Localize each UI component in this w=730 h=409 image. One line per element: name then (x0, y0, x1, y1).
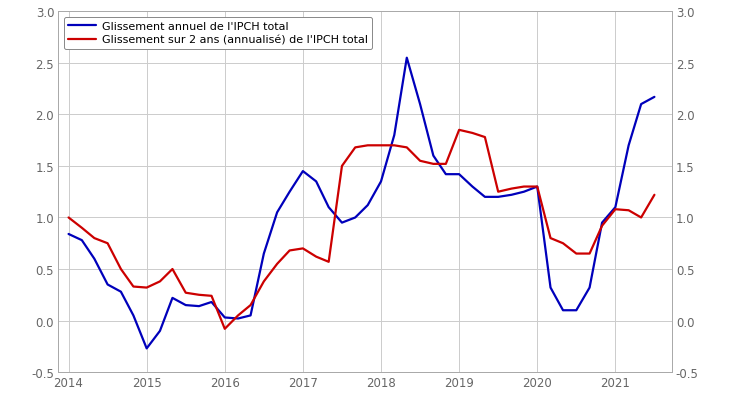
Glissement annuel de l'IPCH total (442, 172, 450, 177)
Glissement annuel de l'IPCH total (415, 102, 424, 107)
Glissement annuel de l'IPCH total (402, 56, 411, 61)
Glissement annuel de l'IPCH total (155, 328, 164, 333)
Glissement annuel de l'IPCH total (572, 308, 580, 313)
Glissement sur 2 ans (annualisé) de l'IPCH total (637, 216, 645, 220)
Glissement annuel de l'IPCH total (220, 315, 229, 320)
Glissement annuel de l'IPCH total (312, 180, 320, 184)
Glissement sur 2 ans (annualisé) de l'IPCH total (402, 146, 411, 151)
Glissement sur 2 ans (annualisé) de l'IPCH total (429, 162, 438, 167)
Glissement annuel de l'IPCH total (90, 256, 99, 261)
Glissement sur 2 ans (annualisé) de l'IPCH total (546, 236, 555, 241)
Glissement sur 2 ans (annualisé) de l'IPCH total (585, 252, 594, 256)
Glissement sur 2 ans (annualisé) de l'IPCH total (117, 267, 126, 272)
Line: Glissement sur 2 ans (annualisé) de l'IPCH total: Glissement sur 2 ans (annualisé) de l'IP… (69, 130, 654, 329)
Glissement sur 2 ans (annualisé) de l'IPCH total (77, 226, 86, 231)
Glissement annuel de l'IPCH total (337, 220, 346, 225)
Glissement annuel de l'IPCH total (507, 193, 516, 198)
Glissement annuel de l'IPCH total (390, 133, 399, 138)
Glissement annuel de l'IPCH total (64, 232, 73, 237)
Glissement sur 2 ans (annualisé) de l'IPCH total (220, 326, 229, 331)
Glissement sur 2 ans (annualisé) de l'IPCH total (455, 128, 464, 133)
Glissement annuel de l'IPCH total (624, 144, 633, 148)
Glissement sur 2 ans (annualisé) de l'IPCH total (246, 303, 255, 308)
Glissement annuel de l'IPCH total (558, 308, 567, 313)
Glissement annuel de l'IPCH total (181, 303, 190, 308)
Glissement annuel de l'IPCH total (195, 304, 204, 309)
Glissement annuel de l'IPCH total (273, 210, 282, 215)
Glissement annuel de l'IPCH total (480, 195, 489, 200)
Glissement sur 2 ans (annualisé) de l'IPCH total (273, 262, 282, 267)
Glissement annuel de l'IPCH total (351, 216, 360, 220)
Glissement annuel de l'IPCH total (103, 282, 112, 287)
Glissement annuel de l'IPCH total (168, 296, 177, 301)
Glissement annuel de l'IPCH total (246, 313, 255, 318)
Glissement sur 2 ans (annualisé) de l'IPCH total (442, 162, 450, 167)
Glissement sur 2 ans (annualisé) de l'IPCH total (155, 279, 164, 284)
Glissement annuel de l'IPCH total (533, 184, 542, 189)
Glissement sur 2 ans (annualisé) de l'IPCH total (351, 146, 360, 151)
Glissement sur 2 ans (annualisé) de l'IPCH total (480, 135, 489, 140)
Glissement annuel de l'IPCH total (650, 95, 658, 100)
Glissement annuel de l'IPCH total (493, 195, 502, 200)
Glissement sur 2 ans (annualisé) de l'IPCH total (493, 190, 502, 195)
Glissement sur 2 ans (annualisé) de l'IPCH total (377, 144, 385, 148)
Glissement sur 2 ans (annualisé) de l'IPCH total (558, 241, 567, 246)
Glissement annuel de l'IPCH total (585, 285, 594, 290)
Glissement sur 2 ans (annualisé) de l'IPCH total (64, 216, 73, 220)
Glissement sur 2 ans (annualisé) de l'IPCH total (337, 164, 346, 169)
Glissement sur 2 ans (annualisé) de l'IPCH total (90, 236, 99, 241)
Glissement annuel de l'IPCH total (259, 252, 268, 256)
Glissement annuel de l'IPCH total (611, 205, 620, 210)
Glissement sur 2 ans (annualisé) de l'IPCH total (142, 285, 151, 290)
Glissement sur 2 ans (annualisé) de l'IPCH total (364, 144, 372, 148)
Glissement annuel de l'IPCH total (142, 346, 151, 351)
Glissement sur 2 ans (annualisé) de l'IPCH total (650, 193, 658, 198)
Glissement annuel de l'IPCH total (234, 316, 242, 321)
Glissement sur 2 ans (annualisé) de l'IPCH total (207, 294, 216, 299)
Glissement sur 2 ans (annualisé) de l'IPCH total (129, 284, 138, 289)
Glissement sur 2 ans (annualisé) de l'IPCH total (390, 144, 399, 148)
Glissement sur 2 ans (annualisé) de l'IPCH total (324, 260, 333, 265)
Glissement sur 2 ans (annualisé) de l'IPCH total (103, 241, 112, 246)
Glissement sur 2 ans (annualisé) de l'IPCH total (415, 159, 424, 164)
Glissement annuel de l'IPCH total (77, 238, 86, 243)
Glissement sur 2 ans (annualisé) de l'IPCH total (299, 246, 307, 251)
Glissement sur 2 ans (annualisé) de l'IPCH total (181, 290, 190, 295)
Glissement sur 2 ans (annualisé) de l'IPCH total (259, 279, 268, 284)
Glissement annuel de l'IPCH total (546, 285, 555, 290)
Glissement annuel de l'IPCH total (324, 205, 333, 210)
Glissement annuel de l'IPCH total (455, 172, 464, 177)
Line: Glissement annuel de l'IPCH total: Glissement annuel de l'IPCH total (69, 58, 654, 348)
Glissement annuel de l'IPCH total (299, 169, 307, 174)
Glissement annuel de l'IPCH total (598, 220, 607, 225)
Glissement annuel de l'IPCH total (117, 290, 126, 294)
Glissement annuel de l'IPCH total (207, 300, 216, 305)
Glissement sur 2 ans (annualisé) de l'IPCH total (285, 248, 294, 253)
Glissement annuel de l'IPCH total (364, 203, 372, 208)
Glissement annuel de l'IPCH total (468, 184, 477, 189)
Glissement annuel de l'IPCH total (129, 313, 138, 318)
Glissement annuel de l'IPCH total (520, 190, 529, 195)
Glissement sur 2 ans (annualisé) de l'IPCH total (234, 313, 242, 318)
Glissement sur 2 ans (annualisé) de l'IPCH total (168, 267, 177, 272)
Glissement sur 2 ans (annualisé) de l'IPCH total (507, 187, 516, 191)
Glissement annuel de l'IPCH total (377, 180, 385, 184)
Glissement sur 2 ans (annualisé) de l'IPCH total (468, 131, 477, 136)
Glissement annuel de l'IPCH total (285, 190, 294, 195)
Glissement sur 2 ans (annualisé) de l'IPCH total (195, 292, 204, 297)
Glissement sur 2 ans (annualisé) de l'IPCH total (624, 208, 633, 213)
Glissement sur 2 ans (annualisé) de l'IPCH total (572, 252, 580, 256)
Glissement sur 2 ans (annualisé) de l'IPCH total (312, 254, 320, 259)
Glissement annuel de l'IPCH total (429, 154, 438, 159)
Glissement sur 2 ans (annualisé) de l'IPCH total (611, 207, 620, 212)
Glissement sur 2 ans (annualisé) de l'IPCH total (598, 224, 607, 229)
Glissement annuel de l'IPCH total (637, 102, 645, 107)
Glissement sur 2 ans (annualisé) de l'IPCH total (520, 184, 529, 189)
Legend: Glissement annuel de l'IPCH total, Glissement sur 2 ans (annualisé) de l'IPCH to: Glissement annuel de l'IPCH total, Gliss… (64, 18, 372, 50)
Glissement sur 2 ans (annualisé) de l'IPCH total (533, 184, 542, 189)
